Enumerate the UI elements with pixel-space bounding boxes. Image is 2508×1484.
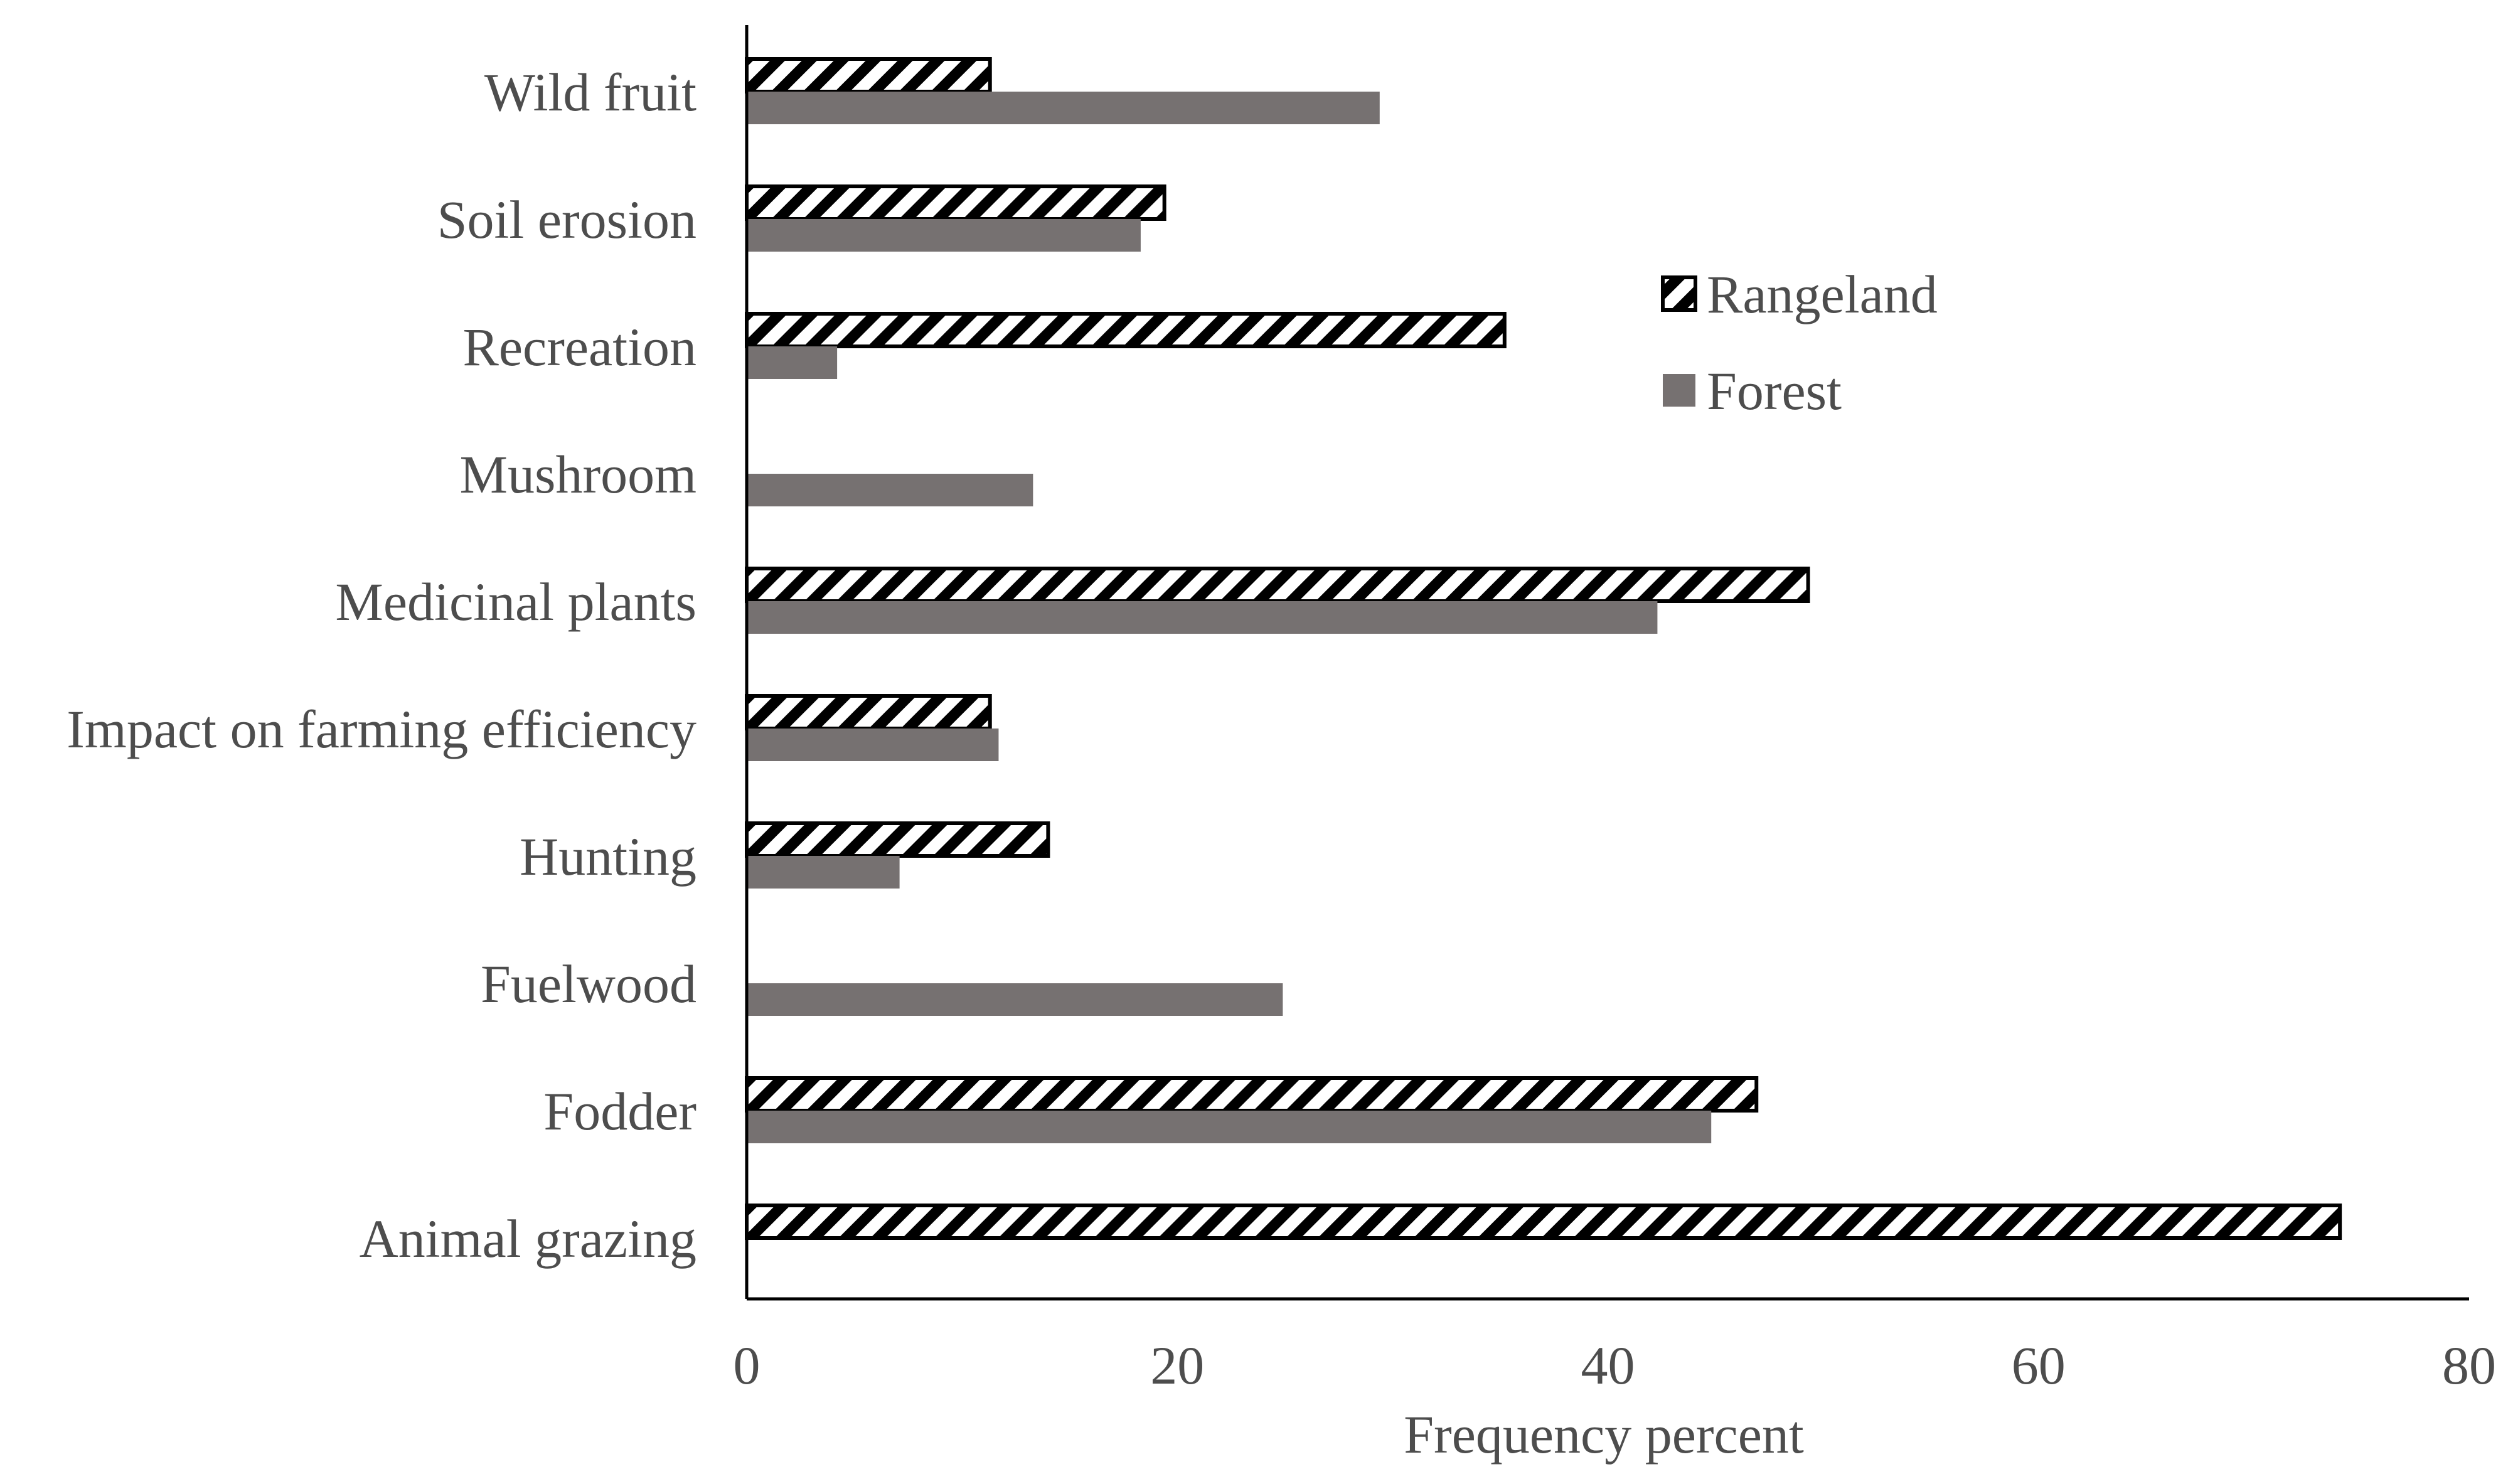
category-label-fuelwood: Fuelwood xyxy=(481,954,696,1014)
bar-rangeland-impact-on-farming-efficiency xyxy=(745,694,992,730)
bar-rangeland-hunting xyxy=(745,821,1050,858)
bar-rangeland-soil-erosion xyxy=(745,184,1166,221)
category-label-recreation: Recreation xyxy=(463,317,696,377)
category-label-medicinal-plants: Medicinal plants xyxy=(335,572,696,632)
bar-forest-mushroom xyxy=(747,474,1033,506)
bar-forest-hunting xyxy=(747,856,900,889)
legend-swatch-forest xyxy=(1663,374,1695,407)
category-label-hunting: Hunting xyxy=(520,826,696,887)
bar-forest-fuelwood xyxy=(747,983,1283,1016)
bar-rangeland-medicinal-plants xyxy=(745,567,1810,603)
category-label-fodder: Fodder xyxy=(543,1081,696,1141)
bar-forest-impact-on-farming-efficiency xyxy=(747,729,999,761)
bar-rangeland-fodder xyxy=(745,1076,1759,1113)
bar-rangeland-recreation xyxy=(745,312,1507,348)
bar-rangeland-wild-fruit xyxy=(745,57,992,93)
bar-rangeland-animal-grazing xyxy=(745,1204,2342,1240)
bar-forest-wild-fruit xyxy=(747,92,1380,124)
bar-forest-fodder xyxy=(747,1111,1712,1143)
legend-label-rangeland: Rangeland xyxy=(1707,264,1938,324)
bar-forest-recreation xyxy=(747,346,838,379)
x-tick-label-80: 80 xyxy=(2442,1335,2496,1396)
x-tick-label-20: 20 xyxy=(1150,1335,1204,1396)
category-label-animal-grazing: Animal grazing xyxy=(360,1209,696,1269)
x-tick-label-60: 60 xyxy=(2012,1335,2066,1396)
category-label-impact-on-farming-efficiency: Impact on farming efficiency xyxy=(67,699,696,759)
category-label-mushroom: Mushroom xyxy=(460,444,696,504)
x-tick-label-40: 40 xyxy=(1581,1335,1635,1396)
category-label-soil-erosion: Soil erosion xyxy=(437,190,696,250)
bar-forest-medicinal-plants xyxy=(747,601,1658,634)
legend-swatch-rangeland xyxy=(1661,275,1697,312)
x-tick-label-0: 0 xyxy=(734,1335,760,1396)
legend-label-forest: Forest xyxy=(1707,361,1842,421)
category-label-wild-fruit: Wild fruit xyxy=(484,62,696,122)
bar-forest-soil-erosion xyxy=(747,219,1141,252)
legend: Rangeland Forest xyxy=(1661,264,1938,421)
x-axis-title: Frequency percent xyxy=(1404,1404,1804,1465)
